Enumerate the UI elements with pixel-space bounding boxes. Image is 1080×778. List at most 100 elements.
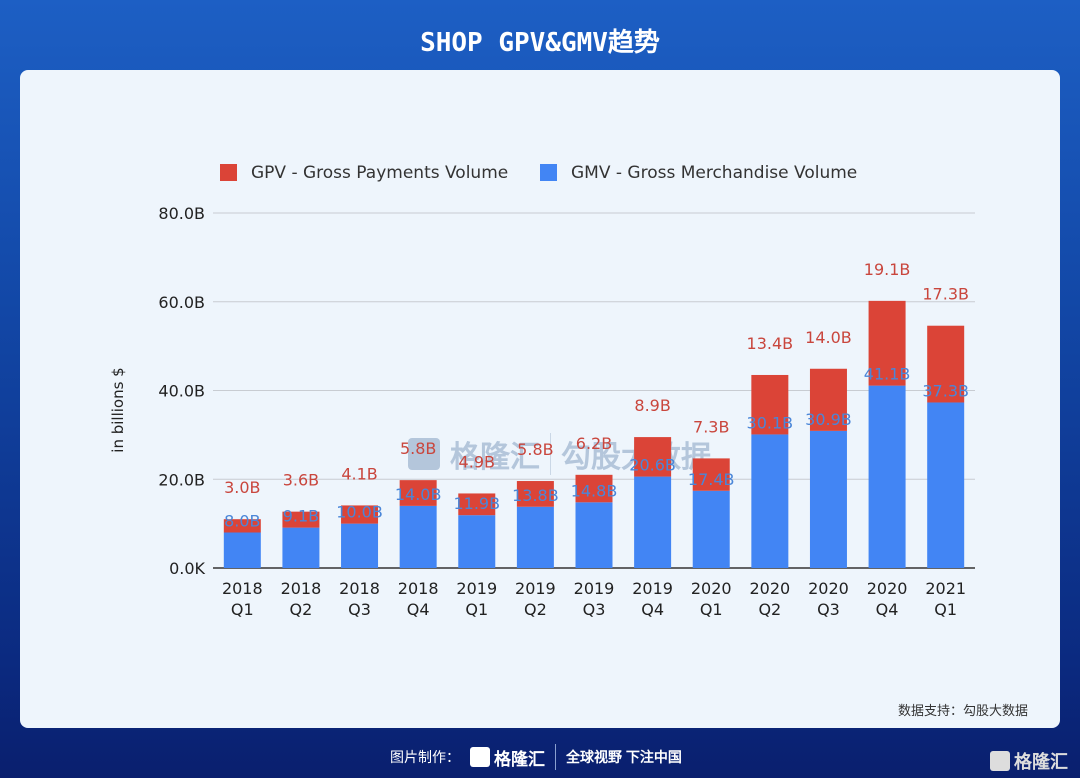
- bar-segment: [399, 505, 437, 568]
- bar-segment: [282, 511, 320, 528]
- footer-brand: 格隆汇: [494, 749, 545, 769]
- gmv-data-label: 14.8B: [571, 481, 618, 500]
- x-tick-label: Q1: [231, 600, 254, 619]
- x-tick-label: Q3: [583, 600, 606, 619]
- gmv-data-label: 30.9B: [805, 410, 852, 429]
- x-tick-label: Q1: [465, 600, 488, 619]
- footer-logo: 格隆汇: [470, 745, 545, 770]
- bar-segment: [751, 374, 789, 435]
- gmv-data-label: 41.1B: [864, 365, 911, 384]
- x-tick-label: 2019: [515, 579, 556, 598]
- x-tick-label: Q3: [348, 600, 371, 619]
- legend-swatch: [540, 164, 557, 181]
- gmv-data-label: 14.0B: [395, 485, 442, 504]
- x-tick-label: Q1: [700, 600, 723, 619]
- x-tick-label: Q4: [407, 600, 430, 619]
- bar-segment: [341, 505, 379, 524]
- bar-segment: [751, 434, 789, 568]
- gelonghui-logo-icon: [408, 438, 440, 470]
- page-title: SHOP GPV&GMV趋势: [420, 28, 660, 58]
- bar-segment: [868, 300, 906, 386]
- gpv-data-label: 19.1B: [864, 260, 911, 279]
- bar-segment: [575, 502, 613, 568]
- gpv-data-label: 5.8B: [517, 440, 553, 459]
- y-tick-label: 20.0B: [158, 470, 205, 489]
- gpv-data-label: 7.3B: [693, 417, 729, 436]
- x-tick-label: Q2: [524, 600, 547, 619]
- x-tick-label: Q1: [934, 600, 957, 619]
- gmv-data-label: 17.4B: [688, 470, 735, 489]
- y-axis-label: in billions $: [109, 367, 127, 452]
- x-tick-label: 2020: [749, 579, 790, 598]
- bar-segment: [458, 515, 496, 568]
- bar-segment: [692, 490, 730, 568]
- legend-swatch: [220, 164, 237, 181]
- x-tick-label: 2018: [222, 579, 263, 598]
- gpv-data-label: 8.9B: [634, 396, 670, 415]
- y-tick-label: 40.0B: [158, 382, 205, 401]
- footer-divider: [555, 744, 556, 770]
- gmv-data-label: 20.6B: [629, 456, 676, 475]
- x-tick-label: Q4: [876, 600, 899, 619]
- gpv-data-label: 17.3B: [922, 285, 969, 304]
- gpv-data-label: 13.4B: [747, 334, 794, 353]
- bar-segment: [809, 368, 847, 431]
- bar-segment: [575, 474, 613, 503]
- watermark-brand: 格隆汇: [450, 441, 540, 474]
- bar-segment: [927, 402, 965, 568]
- footer: 图片制作： 格隆汇 全球视野 下注中国: [390, 744, 682, 770]
- gpv-data-label: 5.8B: [400, 439, 436, 458]
- bar-segment: [868, 385, 906, 568]
- bar-segment: [927, 325, 965, 403]
- data-source: 数据支持：勾股大数据: [897, 703, 1028, 718]
- corner-brand: 格隆汇: [1014, 752, 1068, 772]
- gpv-data-label: 4.9B: [459, 452, 495, 471]
- x-tick-label: Q2: [758, 600, 781, 619]
- gmv-data-label: 8.0B: [224, 512, 260, 531]
- x-tick-label: 2019: [574, 579, 615, 598]
- bar-segment: [809, 430, 847, 568]
- bar-segment: [634, 437, 672, 477]
- bar-segment: [223, 532, 261, 568]
- bar-segment: [692, 458, 730, 491]
- bar-segment: [282, 527, 320, 568]
- y-tick-label: 0.0K: [169, 559, 205, 578]
- y-tick-label: 80.0B: [158, 204, 205, 223]
- legend-label: GMV - Gross Merchandise Volume: [571, 163, 857, 183]
- bar-segment: [341, 523, 379, 568]
- bar-segment: [223, 519, 261, 533]
- bar-segment: [634, 476, 672, 568]
- gmv-data-label: 11.9B: [453, 494, 500, 513]
- x-tick-label: Q3: [817, 600, 840, 619]
- x-tick-label: Q4: [641, 600, 664, 619]
- gmv-data-label: 30.1B: [747, 413, 794, 432]
- bar-segment: [399, 480, 437, 506]
- gpv-data-label: 14.0B: [805, 328, 852, 347]
- watermark-divider: [550, 433, 551, 475]
- x-tick-label: 2020: [867, 579, 908, 598]
- footer-slogan: 全球视野 下注中国: [566, 749, 682, 765]
- gelonghui-logo-icon: [470, 747, 490, 767]
- gpv-data-label: 4.1B: [341, 464, 377, 483]
- gpv-data-label: 3.0B: [224, 478, 260, 497]
- gmv-data-label: 10.0B: [336, 503, 383, 522]
- legend-label: GPV - Gross Payments Volume: [251, 163, 508, 183]
- made-by-label: 图片制作：: [390, 749, 460, 765]
- x-tick-label: 2019: [632, 579, 673, 598]
- corner-logo: 格隆汇: [990, 748, 1068, 774]
- bar-segment: [516, 481, 554, 507]
- x-tick-label: Q2: [290, 600, 313, 619]
- x-tick-label: 2020: [691, 579, 732, 598]
- y-tick-label: 60.0B: [158, 293, 205, 312]
- x-tick-label: 2019: [456, 579, 497, 598]
- gmv-data-label: 13.8B: [512, 486, 559, 505]
- gmv-data-label: 37.3B: [922, 381, 969, 400]
- gpv-data-label: 3.6B: [283, 471, 319, 490]
- x-tick-label: 2018: [339, 579, 380, 598]
- gelonghui-logo-icon: [990, 751, 1010, 771]
- x-tick-label: 2021: [925, 579, 966, 598]
- gpv-data-label: 6.2B: [576, 434, 612, 453]
- x-tick-label: 2018: [281, 579, 322, 598]
- bar-segment: [458, 493, 496, 516]
